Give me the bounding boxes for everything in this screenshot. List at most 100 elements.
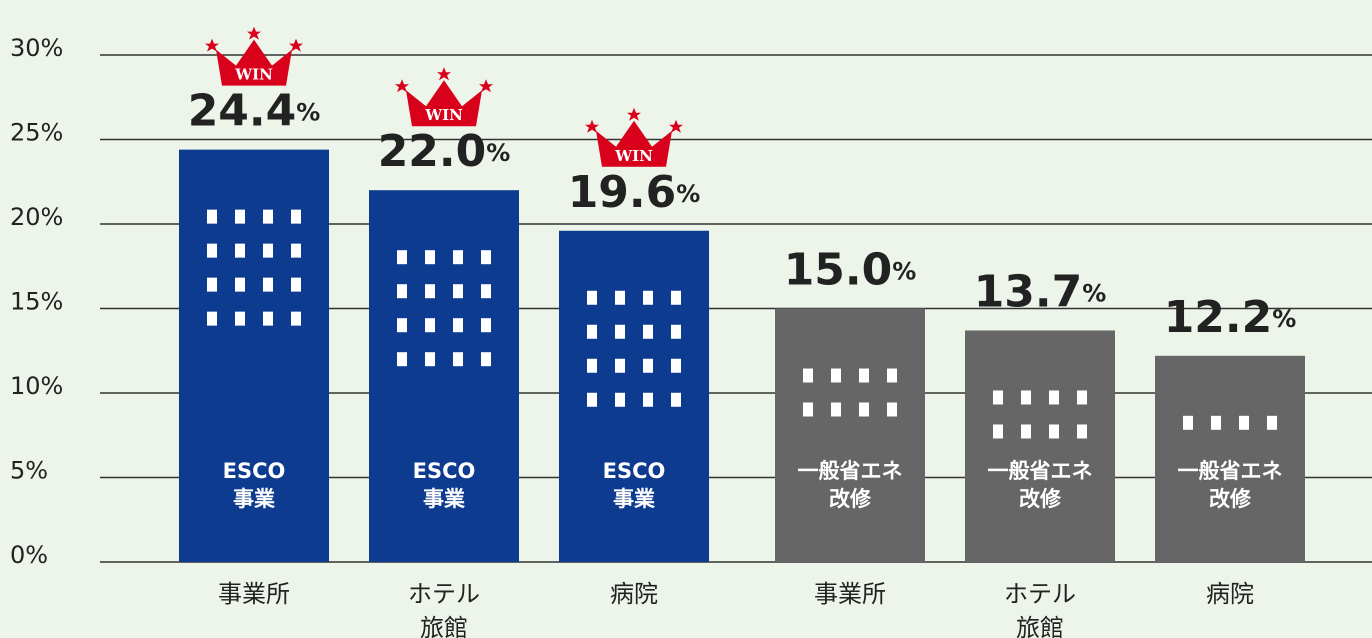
window: [235, 312, 245, 326]
bar: [559, 231, 709, 562]
window: [1267, 416, 1277, 430]
badge-icon: WIN: [395, 67, 493, 126]
value-number: 22.0: [378, 126, 487, 177]
window: [887, 369, 897, 383]
window: [671, 393, 681, 407]
window: [615, 359, 625, 373]
value-number: 24.4: [188, 86, 297, 137]
value-number: 12.2: [1164, 292, 1273, 343]
window: [453, 318, 463, 332]
window: [887, 403, 897, 417]
star: [247, 27, 261, 40]
star: [479, 79, 493, 92]
bar-inner-label: 一般省エネ: [988, 459, 1093, 483]
window: [671, 359, 681, 373]
window: [397, 352, 407, 366]
star: [289, 39, 303, 52]
window: [425, 250, 435, 264]
y-tick-label: 30%: [10, 34, 63, 62]
window: [615, 325, 625, 339]
value-label: 12.2%: [1164, 292, 1297, 343]
window: [397, 250, 407, 264]
y-tick-label: 15%: [10, 288, 63, 316]
badge-icon: WIN: [205, 27, 303, 86]
value-unit: %: [1272, 305, 1296, 333]
bar-inner-label: 改修: [1019, 487, 1062, 511]
window: [425, 318, 435, 332]
window: [207, 278, 217, 292]
window: [615, 393, 625, 407]
window: [1239, 416, 1249, 430]
star: [437, 67, 451, 80]
window: [643, 359, 653, 373]
value-number: 13.7: [974, 266, 1083, 317]
window: [453, 352, 463, 366]
window: [1183, 416, 1193, 430]
bar-inner-label: ESCO: [413, 459, 476, 483]
window: [1077, 390, 1087, 404]
window: [803, 369, 813, 383]
value-label: 13.7%: [974, 266, 1107, 317]
star: [627, 108, 641, 121]
window: [587, 359, 597, 373]
bar: [775, 309, 925, 563]
star: [669, 120, 683, 133]
star: [205, 39, 219, 52]
window: [263, 210, 273, 224]
bar-inner-label: 事業: [233, 487, 276, 511]
window: [263, 244, 273, 258]
window: [643, 325, 653, 339]
value-unit: %: [296, 99, 320, 127]
window: [831, 403, 841, 417]
value-unit: %: [1082, 279, 1106, 307]
window: [263, 312, 273, 326]
y-tick-label: 5%: [10, 457, 48, 485]
window: [831, 369, 841, 383]
x-tick-label: 病院: [1206, 580, 1254, 608]
value-unit: %: [892, 258, 916, 286]
window: [993, 424, 1003, 438]
bar-inner-label: 事業: [423, 487, 466, 511]
window: [207, 210, 217, 224]
y-tick-label: 0%: [10, 541, 48, 569]
window: [587, 291, 597, 305]
window: [1211, 416, 1221, 430]
window: [859, 403, 869, 417]
value-unit: %: [486, 139, 510, 167]
star: [585, 120, 599, 133]
window: [1021, 390, 1031, 404]
x-tick-label: 旅館: [420, 614, 468, 638]
window: [481, 250, 491, 264]
x-tick-label: 事業所: [218, 580, 290, 608]
window: [291, 210, 301, 224]
window: [615, 291, 625, 305]
window: [453, 250, 463, 264]
value-number: 15.0: [784, 245, 893, 296]
bar-inner-label: ESCO: [223, 459, 286, 483]
bar-inner-label: 改修: [829, 487, 872, 511]
window: [643, 393, 653, 407]
window: [587, 325, 597, 339]
window: [1049, 390, 1059, 404]
window: [235, 244, 245, 258]
window: [397, 284, 407, 298]
window: [1049, 424, 1059, 438]
badge-icon: WIN: [585, 108, 683, 167]
window: [235, 210, 245, 224]
window: [671, 325, 681, 339]
bar-inner-label: ESCO: [603, 459, 666, 483]
window: [263, 278, 273, 292]
bar-inner-label: 一般省エネ: [798, 459, 903, 483]
window: [291, 244, 301, 258]
window: [207, 312, 217, 326]
value-label: 15.0%: [784, 245, 917, 296]
badge: WIN: [234, 66, 273, 84]
x-tick-label: ホテル: [1004, 580, 1076, 608]
bar-inner-label: 事業: [613, 487, 656, 511]
star: [395, 79, 409, 92]
window: [235, 278, 245, 292]
y-tick-label: 10%: [10, 372, 63, 400]
window: [481, 284, 491, 298]
window: [481, 352, 491, 366]
window: [671, 291, 681, 305]
